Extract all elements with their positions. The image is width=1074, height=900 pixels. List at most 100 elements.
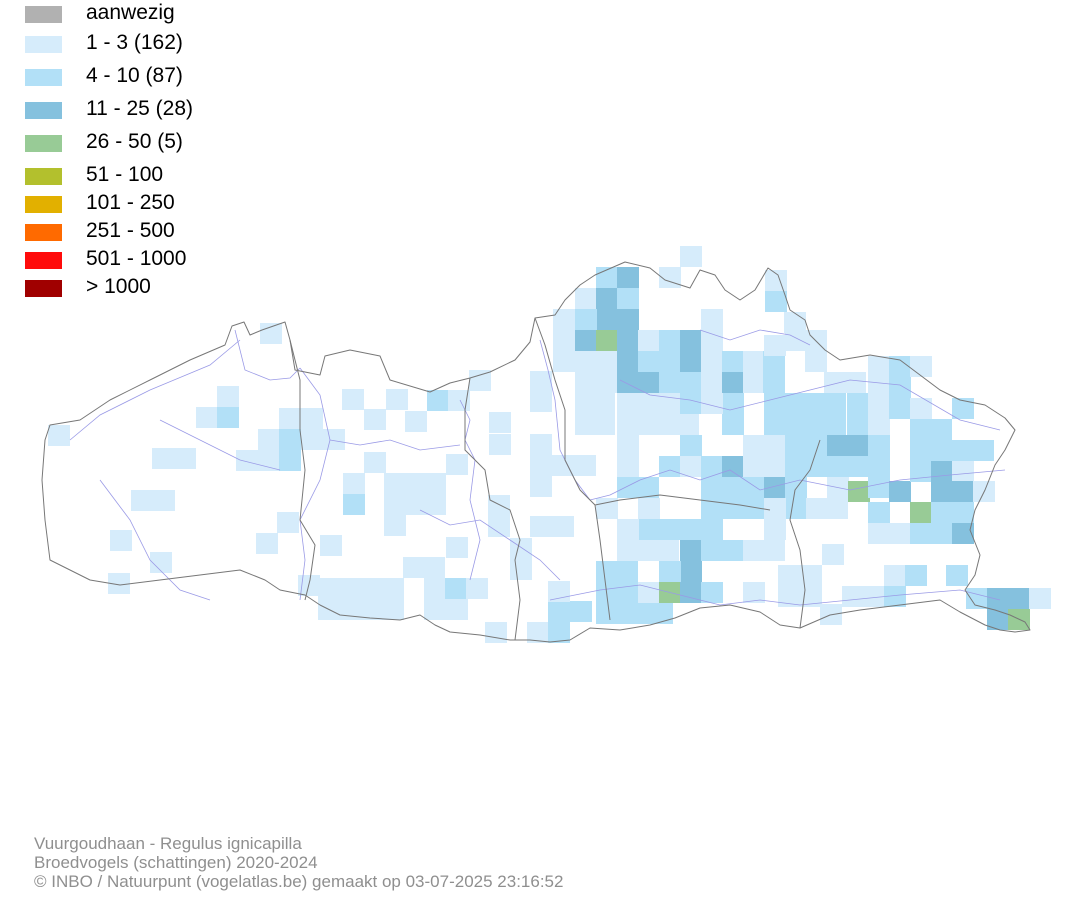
grid-cell bbox=[530, 516, 574, 537]
grid-cell bbox=[530, 371, 552, 392]
grid-cell bbox=[868, 477, 890, 498]
legend-item-51-100: 51 - 100 bbox=[25, 162, 285, 190]
grid-cell bbox=[910, 523, 952, 544]
legend-swatch bbox=[25, 6, 62, 23]
flanders-map bbox=[41, 246, 1051, 643]
legend-label: 501 - 1000 bbox=[86, 247, 187, 270]
grid-cell bbox=[868, 435, 890, 477]
legend-label: 11 - 25 (28) bbox=[86, 97, 193, 120]
grid-cell bbox=[764, 335, 786, 356]
grid-cell bbox=[596, 330, 618, 351]
grid-cell bbox=[217, 407, 239, 428]
legend-swatch bbox=[25, 280, 62, 297]
grid-cell bbox=[785, 435, 807, 477]
grid-cell bbox=[638, 351, 660, 372]
grid-cell bbox=[952, 523, 974, 544]
grid-cell bbox=[342, 389, 364, 410]
legend-label: aanwezig bbox=[86, 1, 175, 24]
grid-cell bbox=[320, 535, 342, 556]
map-footer: Vuurgoudhaan - Regulus ignicapilla Broed… bbox=[34, 834, 563, 891]
grid-cell bbox=[318, 578, 404, 620]
legend-swatch bbox=[25, 168, 62, 185]
grid-cell bbox=[489, 434, 511, 455]
grid-cell bbox=[427, 390, 449, 411]
grid-cell bbox=[763, 351, 785, 393]
grid-cell bbox=[217, 386, 239, 407]
grid-cell bbox=[596, 603, 618, 624]
grid-cell bbox=[680, 582, 702, 603]
grid-cell bbox=[785, 330, 807, 351]
grid-cell bbox=[889, 398, 911, 419]
region-borders bbox=[41, 261, 1031, 643]
grid-cell bbox=[424, 578, 446, 620]
grid-cell bbox=[884, 565, 906, 586]
grid-cell bbox=[364, 452, 386, 473]
grid-cell bbox=[722, 351, 744, 372]
grid-cell bbox=[108, 573, 130, 594]
grid-cell bbox=[824, 372, 866, 393]
grid-cell bbox=[946, 565, 968, 586]
grid-cell bbox=[722, 477, 764, 519]
legend-item-11-25: 11 - 25 (28) bbox=[25, 96, 285, 124]
grid-cell bbox=[701, 309, 723, 351]
grid-cell bbox=[638, 498, 660, 519]
legend-label: > 1000 bbox=[86, 275, 151, 298]
grid-cell bbox=[446, 599, 468, 620]
grid-cell bbox=[596, 561, 638, 603]
legend-swatch bbox=[25, 196, 62, 213]
grid-cell bbox=[445, 578, 467, 599]
grid-cell bbox=[722, 540, 744, 561]
grid-cell bbox=[659, 519, 701, 540]
grid-cell bbox=[617, 267, 639, 288]
grid-cell bbox=[785, 477, 807, 519]
grid-cell bbox=[889, 356, 911, 398]
grid-cell bbox=[384, 473, 446, 515]
grid-cell bbox=[701, 519, 723, 540]
grid-cell bbox=[131, 490, 175, 511]
grid-cell bbox=[446, 537, 468, 558]
grid-cell bbox=[659, 330, 681, 351]
grid-cell bbox=[466, 578, 488, 599]
grid-cell bbox=[842, 586, 884, 607]
grid-cell bbox=[1008, 588, 1030, 609]
grid-cell bbox=[778, 565, 822, 607]
grid-cell bbox=[256, 533, 278, 554]
grid-cell bbox=[884, 586, 906, 607]
grid-cell bbox=[448, 390, 470, 411]
grid-cell bbox=[258, 429, 280, 450]
legend-label: 1 - 3 (162) bbox=[86, 31, 183, 54]
grid-cell bbox=[1029, 588, 1051, 609]
grid-cell bbox=[743, 435, 785, 477]
grid-cell bbox=[260, 323, 282, 344]
grid-cell bbox=[152, 448, 196, 469]
legend-item-aanwezig: aanwezig bbox=[25, 0, 285, 28]
grid-cell bbox=[848, 481, 870, 502]
grid-cell bbox=[680, 456, 702, 477]
legend-item-4-10: 4 - 10 (87) bbox=[25, 63, 285, 91]
grid-cell bbox=[931, 481, 973, 502]
grid-cell bbox=[384, 515, 406, 536]
grid-cell bbox=[805, 330, 827, 372]
grid-cell bbox=[806, 414, 828, 456]
grid-cell bbox=[405, 411, 427, 432]
grid-cell bbox=[617, 435, 639, 477]
grid-cell bbox=[659, 456, 681, 477]
grid-cell bbox=[489, 412, 511, 433]
grid-cell bbox=[952, 398, 974, 419]
legend-label: 51 - 100 bbox=[86, 163, 164, 186]
legend-swatch bbox=[25, 102, 62, 119]
grid-cell bbox=[952, 461, 974, 482]
grid-cell bbox=[659, 267, 681, 288]
grid-cell bbox=[931, 461, 953, 482]
grid-cell bbox=[743, 582, 765, 603]
grid-cell bbox=[575, 351, 617, 393]
grid-cell bbox=[485, 622, 507, 643]
legend-item-251-500: 251 - 500 bbox=[25, 218, 285, 246]
grid-cell bbox=[386, 389, 408, 410]
grid-cell bbox=[279, 408, 323, 429]
grid-cell bbox=[617, 330, 639, 372]
legend-item-501-1000: 501 - 1000 bbox=[25, 246, 285, 274]
legend-swatch bbox=[25, 224, 62, 241]
grid-cell bbox=[784, 312, 806, 333]
grid-cell bbox=[552, 455, 596, 476]
